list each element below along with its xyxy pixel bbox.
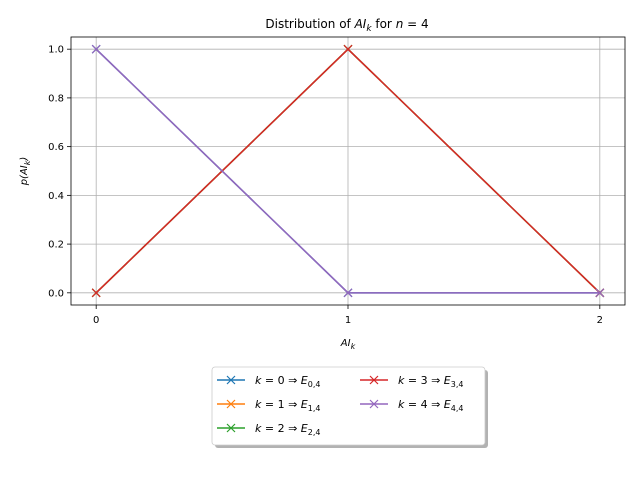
legend-label: k = 4 ⇒ E4,4 — [398, 398, 463, 413]
legend-item-3: k = 3 ⇒ E3,4 — [360, 374, 463, 389]
data-point — [343, 44, 353, 54]
legend-label: k = 3 ⇒ E3,4 — [398, 374, 463, 389]
legend-marker — [226, 375, 236, 385]
legend-box — [211, 366, 486, 446]
legend-label: k = 2 ⇒ E2,4 — [255, 422, 320, 437]
data-point — [91, 44, 101, 54]
legend-label: k = 1 ⇒ E1,4 — [255, 398, 320, 413]
y-tick-label: 0.6 — [48, 142, 64, 153]
axis-ticks: 0 1 2 0.0 0.2 0.4 0.6 0.8 1.0 — [48, 45, 603, 326]
series-4 — [91, 44, 605, 298]
x-tick-label: 0 — [93, 315, 99, 326]
y-axis-label: p(AIk) — [19, 157, 32, 187]
chart-title: Distribution of AIk for n = 4 — [265, 17, 428, 34]
series-group — [91, 44, 605, 298]
plot-frame — [70, 36, 626, 306]
y-tick-label: 1.0 — [48, 45, 64, 56]
x-tick-label: 1 — [345, 315, 351, 326]
legend: k = 0 ⇒ E0,4 k = 1 ⇒ E1,4 k = 2 ⇒ E2,4 k = … — [211, 366, 488, 448]
legend-item-4: k = 4 ⇒ E4,4 — [360, 398, 463, 413]
y-tick-label: 0.8 — [48, 93, 64, 104]
grid — [71, 37, 625, 305]
data-point — [343, 288, 353, 298]
data-point — [91, 288, 101, 298]
legend-item-2: k = 2 ⇒ E2,4 — [217, 422, 320, 437]
x-tick-label: 2 — [597, 315, 603, 326]
y-tick-label: 0.2 — [48, 240, 64, 251]
legend-marker — [369, 399, 379, 409]
legend-label: k = 0 ⇒ E0,4 — [255, 374, 320, 389]
legend-marker — [226, 423, 236, 433]
x-axis-label: AIk — [340, 338, 356, 351]
y-tick-label: 0.4 — [48, 191, 64, 202]
legend-marker — [369, 375, 379, 385]
y-tick-label: 0.0 — [48, 288, 64, 299]
legend-item-1: k = 1 ⇒ E1,4 — [217, 398, 320, 413]
legend-item-0: k = 0 ⇒ E0,4 — [217, 374, 320, 389]
data-point — [595, 288, 605, 298]
legend-marker — [226, 399, 236, 409]
